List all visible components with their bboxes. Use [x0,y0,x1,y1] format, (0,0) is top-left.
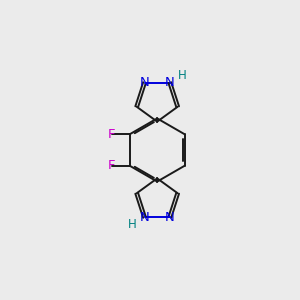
Text: H: H [178,69,186,82]
Text: N: N [165,211,175,224]
Text: N: N [140,76,149,89]
Text: F: F [108,159,116,172]
Text: F: F [108,128,116,141]
Text: H: H [128,218,137,231]
Text: N: N [165,76,175,89]
Text: N: N [140,211,149,224]
